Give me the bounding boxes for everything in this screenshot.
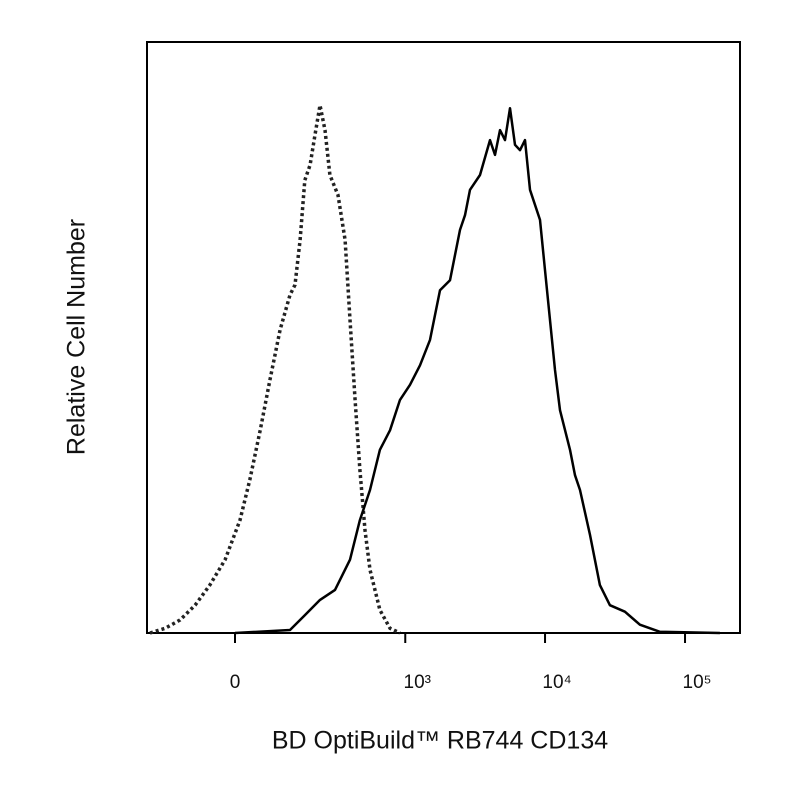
x-axis-label: BD OptiBuild™ RB744 CD134 xyxy=(272,727,608,755)
x-tick-label: 10³ xyxy=(404,672,431,693)
histogram-line xyxy=(234,106,720,635)
plot-frame xyxy=(146,41,741,634)
histogram-line xyxy=(149,103,401,635)
y-axis-label: Relative Cell Number xyxy=(63,219,91,455)
x-tick-label: 10⁵ xyxy=(683,672,712,693)
x-tick-label: 10⁴ xyxy=(542,672,571,693)
x-tick-label: 0 xyxy=(230,672,241,693)
